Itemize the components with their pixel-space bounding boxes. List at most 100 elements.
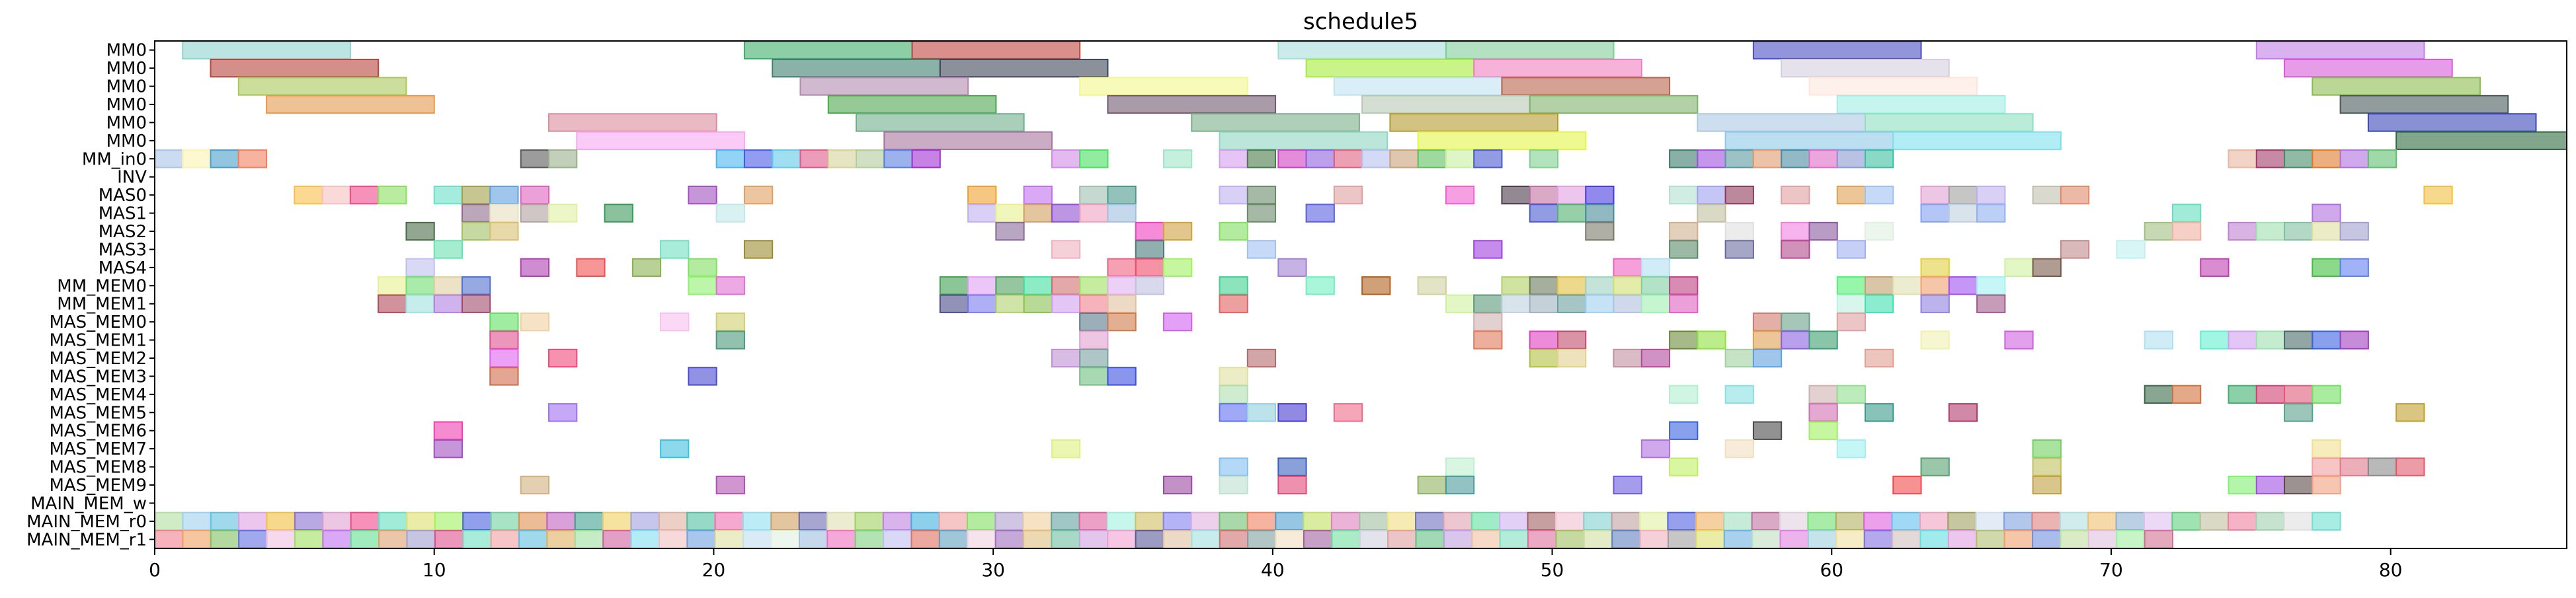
gantt-bar [1275, 530, 1305, 549]
gantt-bar [1023, 294, 1053, 313]
gantt-bar [1920, 185, 1950, 205]
gantt-bar [1976, 185, 2006, 205]
gantt-bar [1389, 149, 1419, 168]
gantt-bar [2144, 530, 2173, 549]
gantt-bar [2116, 240, 2146, 259]
gantt-bar [1246, 204, 1277, 223]
gantt-bar [1162, 312, 1193, 332]
gantt-bar [1529, 348, 1559, 368]
gantt-bar [1162, 258, 1193, 278]
gantt-bar [238, 530, 268, 549]
gantt-bar [1527, 530, 1557, 549]
gantt-bar [406, 530, 436, 549]
gantt-bar [2255, 149, 2286, 168]
gantt-bar [2228, 330, 2257, 350]
gantt-bar [1724, 240, 1754, 259]
gantt-bar [2312, 77, 2481, 96]
gantt-bar [2060, 530, 2089, 549]
gantt-bar [630, 511, 660, 531]
gantt-bar [1331, 530, 1361, 549]
y-tick-label: MAS3 [99, 240, 147, 260]
y-tick-label: MAS4 [99, 258, 147, 278]
gantt-bar [2032, 475, 2062, 495]
gantt-bar [1162, 530, 1193, 549]
gantt-bar [1445, 294, 1475, 313]
gantt-bar [631, 258, 662, 278]
gantt-bar [1669, 185, 1699, 205]
gantt-bar [489, 348, 519, 368]
gantt-bar [1079, 294, 1109, 313]
gantt-bar [1669, 385, 1699, 404]
gantt-bar [433, 294, 463, 313]
gantt-bar [548, 149, 578, 168]
gantt-bar [1585, 221, 1615, 241]
gantt-bar [995, 204, 1025, 223]
gantt-bar [2312, 511, 2341, 531]
gantt-bar [1639, 511, 1669, 531]
gantt-bar [715, 276, 745, 295]
gantt-bar [1807, 530, 1837, 549]
gantt-bar [1079, 77, 1248, 96]
gantt-bar [1246, 348, 1277, 368]
gantt-bar [910, 530, 940, 549]
gantt-bar [378, 294, 407, 313]
gantt-bar [1445, 40, 1615, 59]
gantt-bar [2339, 221, 2369, 241]
x-tick-label: 70 [2099, 559, 2123, 581]
gantt-bar [1529, 294, 1559, 313]
gantt-bar [1277, 40, 1447, 59]
gantt-bar [182, 511, 212, 531]
gantt-bar [406, 511, 436, 531]
gantt-bar [294, 511, 324, 531]
gantt-bar [826, 511, 856, 531]
gantt-bar [1948, 276, 1978, 295]
y-tick-label: MM_MEM0 [57, 276, 147, 296]
gantt-bar [1920, 457, 1950, 476]
y-tick-label: MAS_MEM2 [49, 349, 147, 369]
gantt-bar [548, 113, 717, 132]
gantt-bar [1529, 204, 1559, 223]
gantt-bar [1275, 511, 1305, 531]
gantt-bar [548, 348, 578, 368]
gantt-bar [798, 530, 828, 549]
gantt-bar [1361, 276, 1391, 295]
gantt-bar [1527, 511, 1556, 531]
gantt-bar [378, 185, 407, 205]
gantt-bar [602, 511, 632, 531]
gantt-bar [1079, 312, 1109, 332]
gantt-bar [2284, 149, 2314, 168]
gantt-bar [1697, 330, 1726, 350]
gantt-bar [1445, 149, 1475, 168]
gantt-bar [1277, 457, 1307, 476]
gantt-bar [1724, 185, 1754, 205]
gantt-bar [2284, 58, 2453, 78]
gantt-bar [182, 149, 212, 168]
gantt-bar [1864, 403, 1894, 422]
gantt-bar [1669, 294, 1699, 313]
y-tick-label: MAS_MEM6 [49, 422, 147, 441]
gantt-bar [1781, 240, 1810, 259]
gantt-bar [1724, 149, 1754, 168]
gantt-bar [2087, 511, 2117, 531]
gantt-bar [433, 421, 463, 440]
gantt-bar [1529, 149, 1559, 168]
gantt-bar [1920, 294, 1950, 313]
gantt-bar [1695, 530, 1725, 549]
gantt-bar [1892, 530, 1921, 549]
gantt-bar [1640, 276, 1671, 295]
y-tick-labels: MM0MM0MM0MM0MM0MM0MM_in0INVMAS0MAS1MAS2M… [26, 41, 155, 550]
gantt-bar [1277, 475, 1307, 495]
gantt-bar [2060, 185, 2090, 205]
gantt-bar [266, 94, 435, 114]
gantt-bar [1333, 403, 1363, 422]
gantt-bar [1051, 439, 1081, 459]
gantt-bar [1499, 530, 1529, 549]
gantt-bar [462, 530, 492, 549]
gantt-bar [2200, 258, 2230, 278]
gantt-bar [2255, 221, 2286, 241]
gantt-bar [461, 276, 491, 295]
gantt-bar [1135, 240, 1164, 259]
gantt-bar [1808, 330, 1838, 350]
gantt-bar [1724, 221, 1754, 241]
y-tick-label: MAS_MEM7 [49, 439, 147, 459]
